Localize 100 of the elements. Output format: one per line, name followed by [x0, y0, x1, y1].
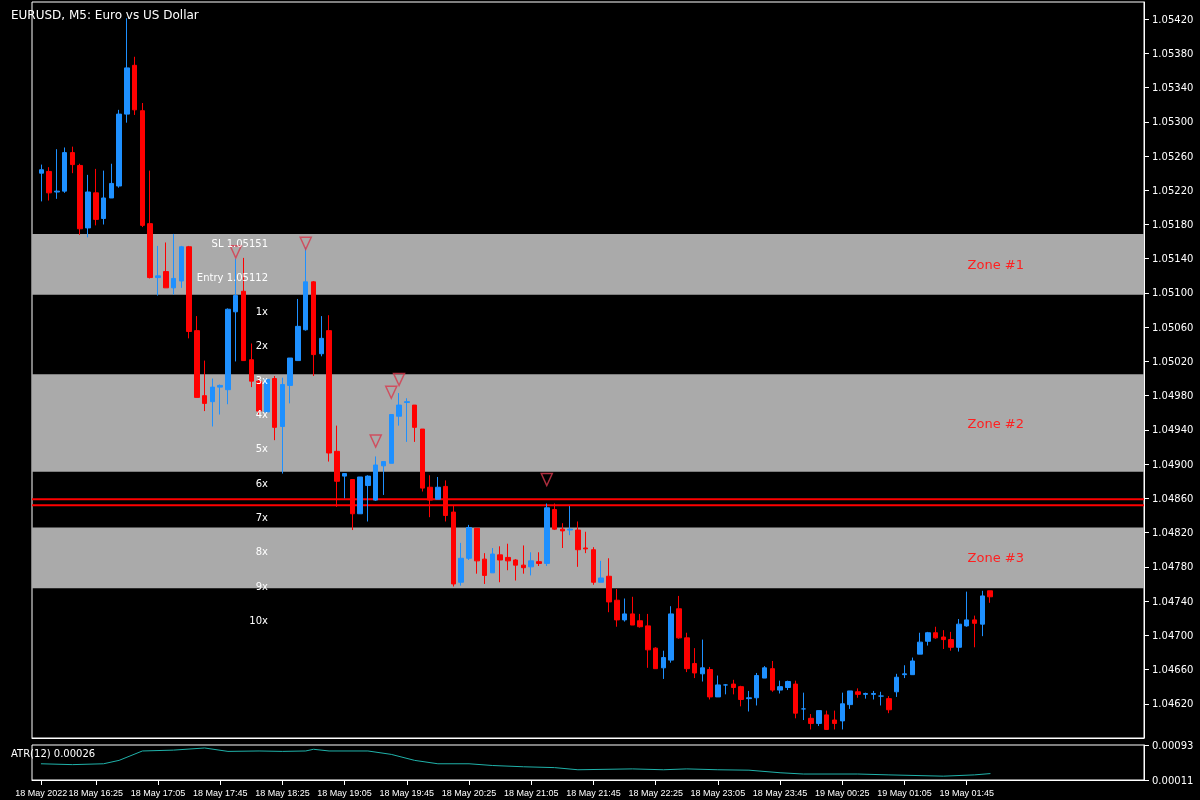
- y-tick-label: 1.04620: [1152, 698, 1194, 710]
- candlestick: [62, 146, 67, 194]
- candlestick: [381, 461, 386, 496]
- candlestick: [536, 551, 542, 567]
- y-tick-label: 1.05300: [1152, 116, 1194, 128]
- x-tick-label: 18 May 19:05: [317, 787, 372, 798]
- candlestick: [140, 102, 145, 228]
- candlestick: [482, 552, 487, 585]
- candlestick: [210, 378, 215, 427]
- candlestick: [622, 598, 627, 623]
- candlestick: [738, 685, 744, 707]
- candlestick: [863, 692, 868, 700]
- candlestick: [972, 615, 977, 648]
- candlestick: [684, 632, 690, 673]
- y-tick-label: 1.04740: [1152, 595, 1194, 607]
- candlestick: [85, 174, 91, 238]
- y-tick-label: 1.04900: [1152, 458, 1194, 470]
- y-tick-label: 1.04940: [1152, 424, 1194, 436]
- candlestick: [707, 666, 713, 700]
- candlestick: [46, 166, 52, 202]
- y-tick-label: 1.04660: [1152, 664, 1194, 676]
- annotation: 2x: [255, 340, 269, 352]
- candlestick: [871, 690, 876, 700]
- x-tick-label: 18 May 21:05: [503, 787, 559, 798]
- candlestick: [770, 660, 775, 693]
- x-tick-label: 18 May 21:45: [566, 787, 621, 798]
- candlestick: [902, 664, 907, 679]
- candlestick: [513, 558, 518, 582]
- point: [369, 434, 382, 448]
- candlestick: [598, 560, 604, 583]
- annotation: 4x: [255, 409, 269, 420]
- y-tick-label: 1.04820: [1152, 527, 1194, 539]
- point: [299, 236, 312, 251]
- candlestick: [980, 590, 985, 637]
- band-label: Zone #1: [967, 256, 1024, 272]
- candlestick: [964, 591, 969, 628]
- candlestick: [762, 665, 767, 679]
- y-tick-label: 1.04980: [1152, 390, 1194, 402]
- candlestick: [389, 414, 394, 464]
- candlestick: [458, 542, 464, 587]
- candlestick: [124, 17, 130, 124]
- y-tick-label: 0.00093: [1152, 739, 1194, 751]
- candlestick: [777, 680, 783, 694]
- candlestick: [840, 692, 845, 730]
- point: [392, 372, 406, 387]
- candlestick: [466, 524, 472, 561]
- y-tick-label: 1.04700: [1152, 629, 1194, 641]
- candlestick: [614, 588, 620, 628]
- candlestick: [474, 527, 480, 575]
- x-tick-label: 18 May 17:45: [192, 787, 248, 798]
- candlestick: [70, 146, 75, 174]
- candlestick: [567, 505, 573, 536]
- annotation: 6x: [255, 477, 269, 489]
- band-label: Zone #2: [967, 415, 1024, 431]
- x-tick-label: 18 May 16:25: [68, 787, 124, 798]
- point: [385, 385, 398, 399]
- candlestick: [155, 245, 161, 297]
- candlestick: [948, 631, 954, 652]
- candlestick: [785, 680, 791, 691]
- candlestick: [692, 647, 697, 679]
- candlestick: [101, 170, 106, 226]
- candlestick: [933, 626, 938, 640]
- candlestick: [847, 690, 853, 710]
- candlestick: [186, 245, 192, 339]
- candlestick: [606, 557, 612, 613]
- y-tick-label: 1.05340: [1152, 82, 1194, 94]
- x-tick-label: 18 May 23:05: [690, 787, 746, 798]
- y-tick-label: 1.05260: [1152, 150, 1194, 162]
- candlestick: [163, 241, 169, 289]
- candlestick: [295, 298, 301, 362]
- candlestick: [956, 618, 962, 653]
- candlestick: [653, 646, 658, 670]
- chart-title: ATR(12) 0.00026: [11, 747, 96, 759]
- candlestick: [575, 520, 581, 568]
- candlestick: [77, 163, 83, 236]
- candlestick: [412, 404, 417, 443]
- candlestick: [910, 657, 915, 676]
- candlestick: [715, 675, 721, 698]
- candlestick: [925, 631, 931, 647]
- annotation: 8x: [255, 546, 269, 558]
- candlestick: [723, 683, 728, 695]
- candlestick: [894, 673, 899, 698]
- candlestick: [793, 680, 798, 719]
- y-tick-label: 1.05420: [1152, 13, 1194, 25]
- candlestick: [404, 397, 410, 443]
- annotation: SL 1.05151: [211, 237, 268, 249]
- candlestick: [217, 384, 223, 415]
- candlestick: [521, 544, 526, 575]
- candlestick: [116, 109, 122, 189]
- candlestick: [801, 692, 806, 721]
- candlestick: [109, 163, 114, 199]
- candlestick: [855, 687, 861, 699]
- x-tick-label: 18 May 20:25: [441, 787, 497, 798]
- candlestick: [179, 245, 184, 289]
- y-tick-label: 1.04860: [1152, 492, 1194, 504]
- y-tick-label: 1.04780: [1152, 561, 1194, 573]
- x-tick-label: 18 May 18:25: [255, 787, 310, 798]
- annotation: 3x: [255, 374, 269, 386]
- candlestick: [630, 596, 635, 626]
- candlestick: [808, 713, 814, 730]
